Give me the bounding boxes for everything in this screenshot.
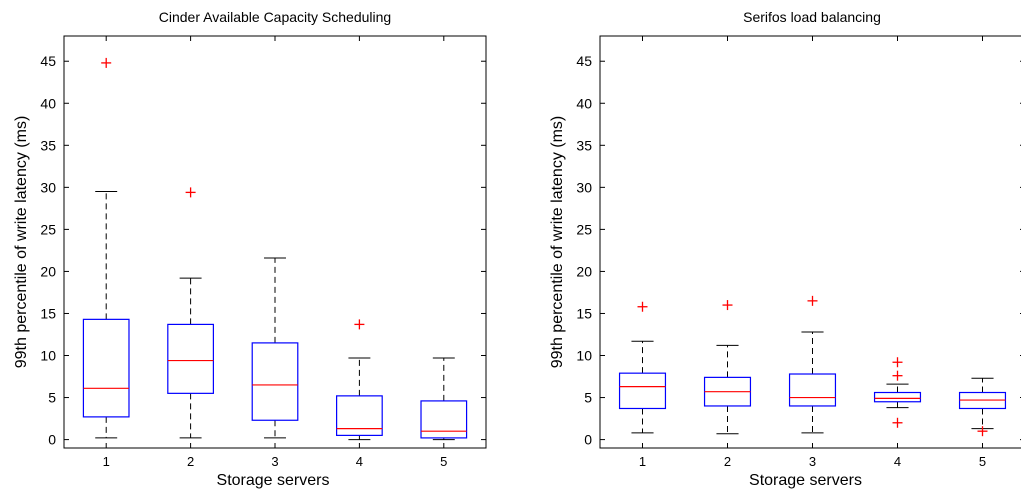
y-tick-label: 0: [584, 432, 592, 448]
y-axis-label: 99th percentile of write latency (ms): [13, 116, 30, 369]
chart-title: Serifos load balancing: [743, 9, 881, 25]
box: [82, 318, 130, 418]
x-tick-label: 4: [356, 454, 363, 469]
outlier-marker: [101, 57, 112, 68]
outlier-marker: [892, 357, 903, 368]
x-axis-label: Storage servers: [749, 472, 862, 489]
y-tick-label: 15: [40, 305, 56, 321]
y-tick-label: 10: [576, 348, 592, 364]
y-tick-label: 20: [576, 263, 592, 279]
box: [618, 372, 667, 410]
y-axis-label: 99th percentile of write latency (ms): [549, 116, 566, 369]
outlier-marker: [807, 295, 818, 306]
x-tick-label: 5: [440, 454, 447, 469]
y-tick-label: 40: [576, 95, 592, 111]
outlier-marker: [354, 319, 365, 330]
y-tick-label: 5: [48, 390, 56, 406]
y-tick-label: 30: [40, 179, 56, 195]
axes-frame: [63, 35, 487, 449]
x-tick-label: 5: [979, 454, 986, 469]
x-tick-label: 3: [809, 454, 816, 469]
x-tick-label: 2: [187, 454, 194, 469]
box: [788, 373, 837, 407]
y-tick-label: 30: [576, 179, 592, 195]
y-tick-label: 5: [584, 390, 592, 406]
outlier-marker: [637, 301, 648, 312]
chart-title: Cinder Available Capacity Scheduling: [159, 9, 391, 25]
x-tick-label: 3: [271, 454, 278, 469]
x-tick-label: 1: [103, 454, 110, 469]
x-tick-label: 4: [894, 454, 901, 469]
box: [873, 391, 922, 403]
y-tick-label: 35: [40, 137, 56, 153]
y-tick-label: 45: [40, 53, 56, 69]
y-tick-label: 35: [576, 137, 592, 153]
y-tick-label: 20: [40, 263, 56, 279]
y-tick-label: 10: [40, 348, 56, 364]
x-tick-label: 2: [724, 454, 731, 469]
box: [251, 342, 299, 421]
outlier-marker: [977, 426, 988, 437]
y-tick-label: 40: [40, 95, 56, 111]
y-tick-label: 15: [576, 305, 592, 321]
chart-left: Cinder Available Capacity Scheduling 0 5 10…: [13, 9, 487, 489]
outlier-marker: [185, 187, 196, 198]
y-tick-label: 0: [48, 432, 56, 448]
outlier-marker: [892, 370, 903, 381]
outlier-marker: [722, 300, 733, 311]
outlier-marker: [892, 417, 903, 428]
box: [336, 395, 383, 436]
y-tick-label: 45: [576, 53, 592, 69]
x-axis-label: Storage servers: [217, 472, 330, 489]
x-tick-label: 1: [639, 454, 646, 469]
box: [167, 323, 214, 394]
box: [420, 400, 468, 439]
y-tick-label: 25: [576, 221, 592, 237]
y-tick-label: 25: [40, 221, 56, 237]
chart-right: Serifos load balancing051015202530354045…: [549, 9, 1021, 489]
